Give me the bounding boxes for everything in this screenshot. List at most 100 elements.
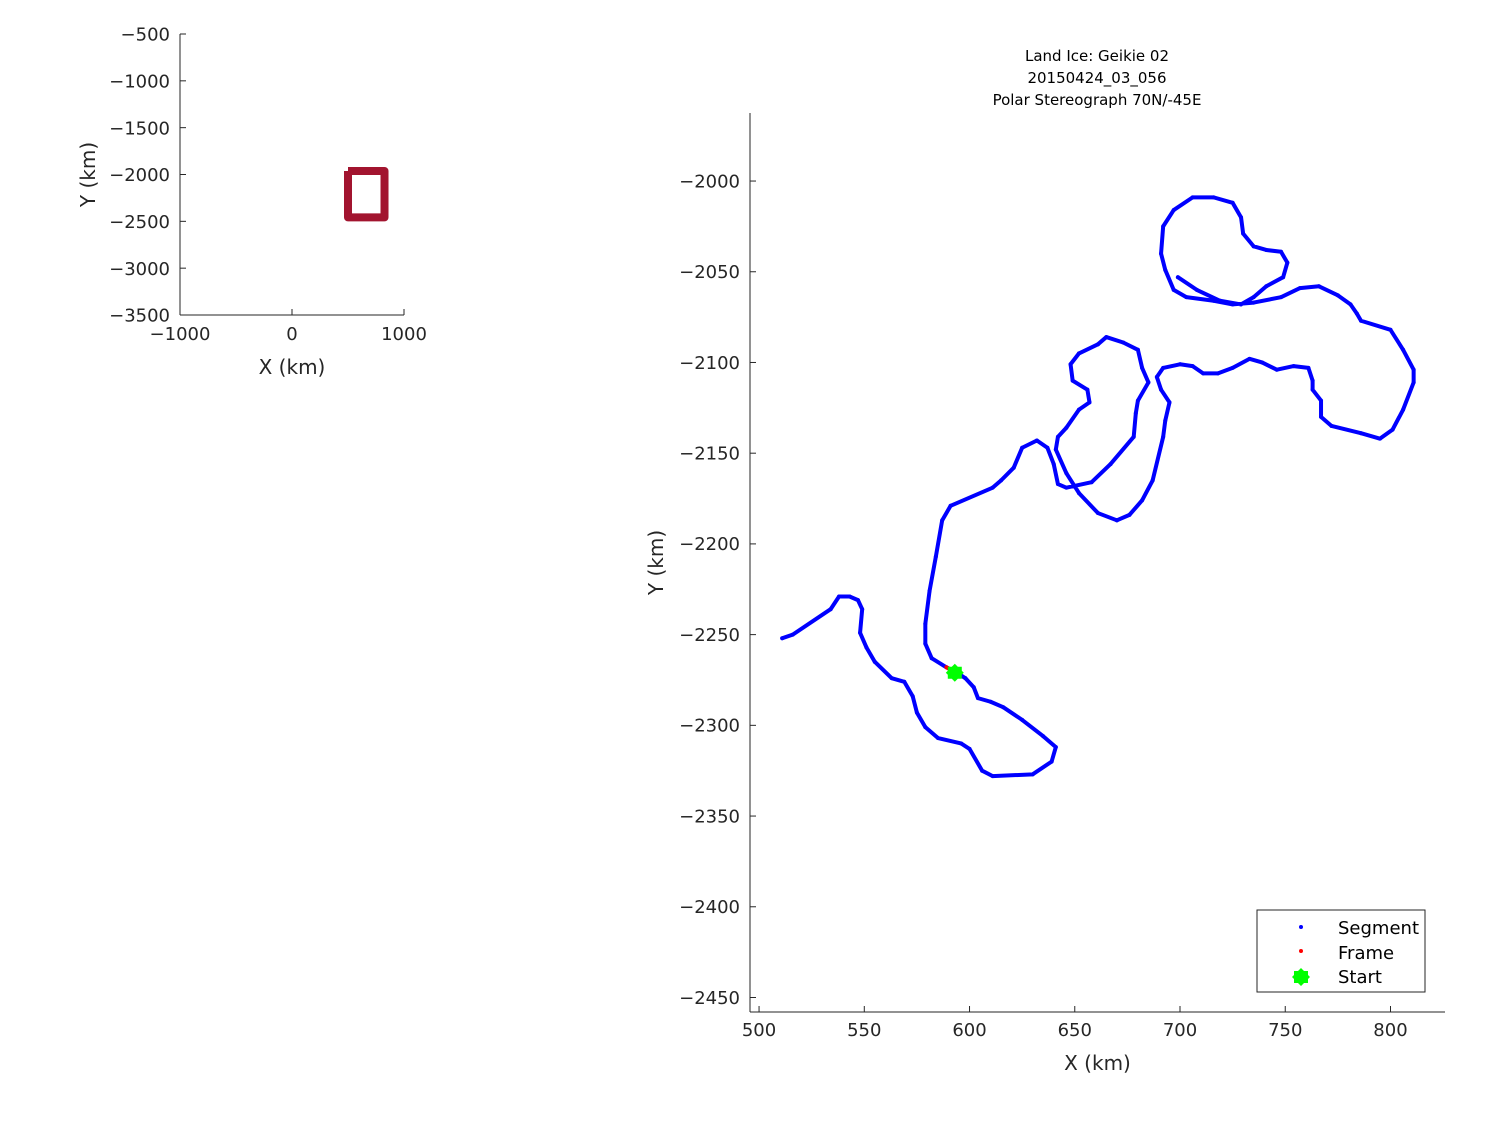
segment-point	[923, 641, 928, 646]
segment-point	[1161, 365, 1166, 370]
segment-point	[1020, 445, 1025, 450]
segment-point	[1279, 295, 1284, 300]
y-tick-label: −1000	[109, 71, 170, 92]
segment-point	[1114, 518, 1119, 523]
segment-point	[1064, 471, 1069, 476]
segment-point	[1184, 295, 1189, 300]
segment-point	[889, 676, 894, 681]
segment-point	[1055, 482, 1060, 487]
segment-point	[929, 656, 934, 661]
y-tick-label: −2300	[679, 716, 740, 737]
segment-point	[1053, 745, 1058, 750]
segment-point	[1251, 244, 1256, 249]
segment-point	[1104, 335, 1109, 340]
y-tick-label: −2400	[679, 897, 740, 918]
segment-point	[1135, 398, 1140, 403]
x-tick-label: −1000	[150, 324, 211, 345]
segment-point	[1171, 287, 1176, 292]
segment-point	[1159, 251, 1164, 256]
segment-point	[1274, 367, 1279, 372]
overview-axes: −1000 0 1000 −3500 −3000 −2500 −2000 −1500 −1000…	[76, 25, 427, 379]
segment-point	[1279, 249, 1284, 254]
segment-point	[847, 594, 852, 599]
segment-point	[1140, 498, 1145, 503]
segment-point	[1076, 407, 1081, 412]
segment-point	[975, 696, 980, 701]
y-tick-label: −2250	[679, 625, 740, 646]
legend-box	[1256, 909, 1426, 993]
segment-point	[1011, 465, 1016, 470]
segment-point	[1348, 302, 1353, 307]
x-tick-label: 750	[1268, 1020, 1302, 1041]
segment-point	[990, 485, 995, 490]
segment-point	[1076, 351, 1081, 356]
segment-point	[990, 774, 995, 779]
segment-point	[1230, 200, 1235, 205]
segment-point	[980, 768, 985, 773]
start-marker	[945, 663, 964, 682]
segment-point	[1260, 360, 1265, 365]
segment-point	[1401, 347, 1406, 352]
y-tick-label: −2000	[679, 171, 740, 192]
segment-point	[1319, 414, 1324, 419]
segment-point	[860, 607, 865, 612]
segment-point	[910, 694, 915, 699]
segment-point	[1146, 380, 1151, 385]
segment-point	[1051, 462, 1056, 467]
segment-point	[1095, 342, 1100, 347]
frame-point	[944, 665, 949, 670]
segment-point	[1285, 260, 1290, 265]
legend-segment-marker	[1299, 925, 1303, 929]
y-tick-label: −2500	[109, 212, 170, 233]
segment-point	[1239, 302, 1244, 307]
main-title-line-1: Land Ice: Geikie 02	[1025, 47, 1169, 65]
segment-point	[1163, 267, 1168, 272]
segment-point	[1064, 485, 1069, 490]
main-axes: 500 550 600 650 700 750 800 −2450 −2400 −2350 −230…	[644, 113, 1445, 1075]
legend-segment-label: Segment	[1338, 918, 1419, 939]
segment-point	[1178, 362, 1183, 367]
x-tick-label: 500	[742, 1020, 776, 1041]
segment-point	[1201, 371, 1206, 376]
segment-point	[1108, 462, 1113, 467]
segment-point	[1319, 398, 1324, 403]
segment-track-line	[780, 195, 1416, 779]
segment-point	[1281, 275, 1286, 280]
x-tick-label: 600	[952, 1020, 986, 1041]
segment-point	[1140, 365, 1145, 370]
y-tick-label: −2350	[679, 806, 740, 827]
segment-point	[988, 699, 993, 704]
segment-point	[1133, 411, 1138, 416]
y-axis-label: Y (km)	[76, 142, 100, 208]
segment-point	[1247, 356, 1252, 361]
segment-point	[1411, 367, 1416, 372]
segment-point	[1359, 318, 1364, 323]
segment-point	[1211, 298, 1216, 303]
legend-frame-label: Frame	[1338, 943, 1394, 964]
main-title-line-3: Polar Stereograph 70N/-45E	[993, 91, 1202, 109]
segment-point	[837, 594, 842, 599]
segment-point	[927, 589, 932, 594]
segment-point	[790, 632, 795, 637]
segment-point	[1377, 436, 1382, 441]
segment-point	[1167, 400, 1172, 405]
legend-start-label: Start	[1338, 967, 1382, 988]
segment-point	[1161, 224, 1166, 229]
segment-point	[872, 659, 877, 664]
segment-point	[1020, 717, 1025, 722]
segment-point	[1068, 362, 1073, 367]
segment-point	[1161, 434, 1166, 439]
segment-point	[1264, 247, 1269, 252]
segment-point	[1163, 418, 1168, 423]
segment-point	[923, 621, 928, 626]
x-tick-label: 550	[847, 1020, 881, 1041]
segment-point	[1030, 772, 1035, 777]
segment-point	[1329, 423, 1334, 428]
segment-point	[1001, 705, 1006, 710]
segment-point	[1264, 284, 1269, 289]
y-tick-label: −500	[121, 25, 170, 46]
segment-point	[855, 598, 860, 603]
segment-point	[1053, 447, 1058, 452]
y-tick-label: −3500	[109, 306, 170, 327]
segment-point	[967, 746, 972, 751]
